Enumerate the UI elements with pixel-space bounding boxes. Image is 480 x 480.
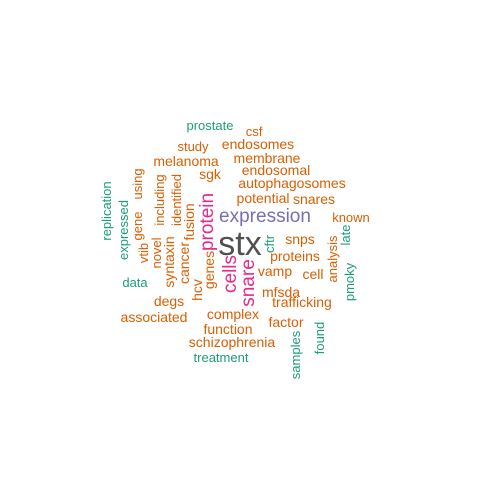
word-found: found bbox=[312, 322, 327, 355]
word-csf: csf bbox=[246, 124, 263, 139]
word-including: including bbox=[152, 174, 167, 225]
word-gene: gene bbox=[130, 212, 145, 241]
word-pmoky: pmoky bbox=[342, 262, 357, 301]
word-associated: associated bbox=[121, 309, 188, 325]
word-known: known bbox=[332, 210, 370, 225]
word-cells: cells bbox=[220, 255, 241, 293]
word-late: late bbox=[338, 225, 353, 246]
word-schizophrenia: schizophrenia bbox=[189, 334, 276, 350]
word-fusion: fusion bbox=[181, 203, 197, 240]
word-replication: replication bbox=[99, 181, 114, 240]
word-sgk: sgk bbox=[199, 166, 222, 182]
word-membrane: membrane bbox=[234, 150, 301, 166]
word-data: data bbox=[122, 275, 148, 290]
word-genes: genes bbox=[201, 251, 217, 289]
word-potential: potential bbox=[237, 190, 290, 206]
word-vtib: vtib bbox=[136, 243, 151, 263]
word-cftr: cftr bbox=[262, 234, 277, 253]
word-mfsda: mfsda bbox=[262, 284, 300, 300]
word-treatment: treatment bbox=[194, 350, 249, 365]
word-using: using bbox=[130, 168, 145, 199]
word-expression: expression bbox=[219, 206, 311, 227]
word-protein: protein bbox=[197, 193, 218, 251]
word-prostate: prostate bbox=[187, 118, 234, 133]
word-vamp: vamp bbox=[258, 263, 292, 279]
word-study: study bbox=[177, 139, 209, 154]
word-autophagosomes: autophagosomes bbox=[238, 175, 345, 191]
word-factor: factor bbox=[268, 314, 303, 330]
word-endosomes: endosomes bbox=[222, 136, 294, 152]
word-cell: cell bbox=[302, 266, 323, 282]
word-endosomal: endosomal bbox=[242, 162, 311, 178]
word-novel: novel bbox=[149, 237, 164, 268]
word-proteins: proteins bbox=[270, 248, 320, 264]
word-degs: degs bbox=[154, 293, 184, 309]
word-melanoma: melanoma bbox=[153, 153, 219, 169]
word-snares: snares bbox=[293, 191, 335, 207]
word-cancer: cancer bbox=[176, 242, 192, 284]
word-complex: complex bbox=[207, 306, 259, 322]
word-function: function bbox=[203, 321, 252, 337]
word-stx: stx bbox=[218, 225, 261, 263]
word-expressed: expressed bbox=[116, 200, 131, 260]
word-identified: identified bbox=[169, 174, 184, 226]
word-trafficking: trafficking bbox=[272, 294, 332, 310]
word-syntaxin: syntaxin bbox=[161, 236, 177, 287]
word-hcv: hcv bbox=[189, 279, 205, 301]
word-snps: snps bbox=[285, 231, 315, 247]
word-samples: samples bbox=[288, 330, 303, 379]
word-analysis: analysis bbox=[325, 235, 340, 282]
word-snare: snare bbox=[238, 259, 259, 307]
